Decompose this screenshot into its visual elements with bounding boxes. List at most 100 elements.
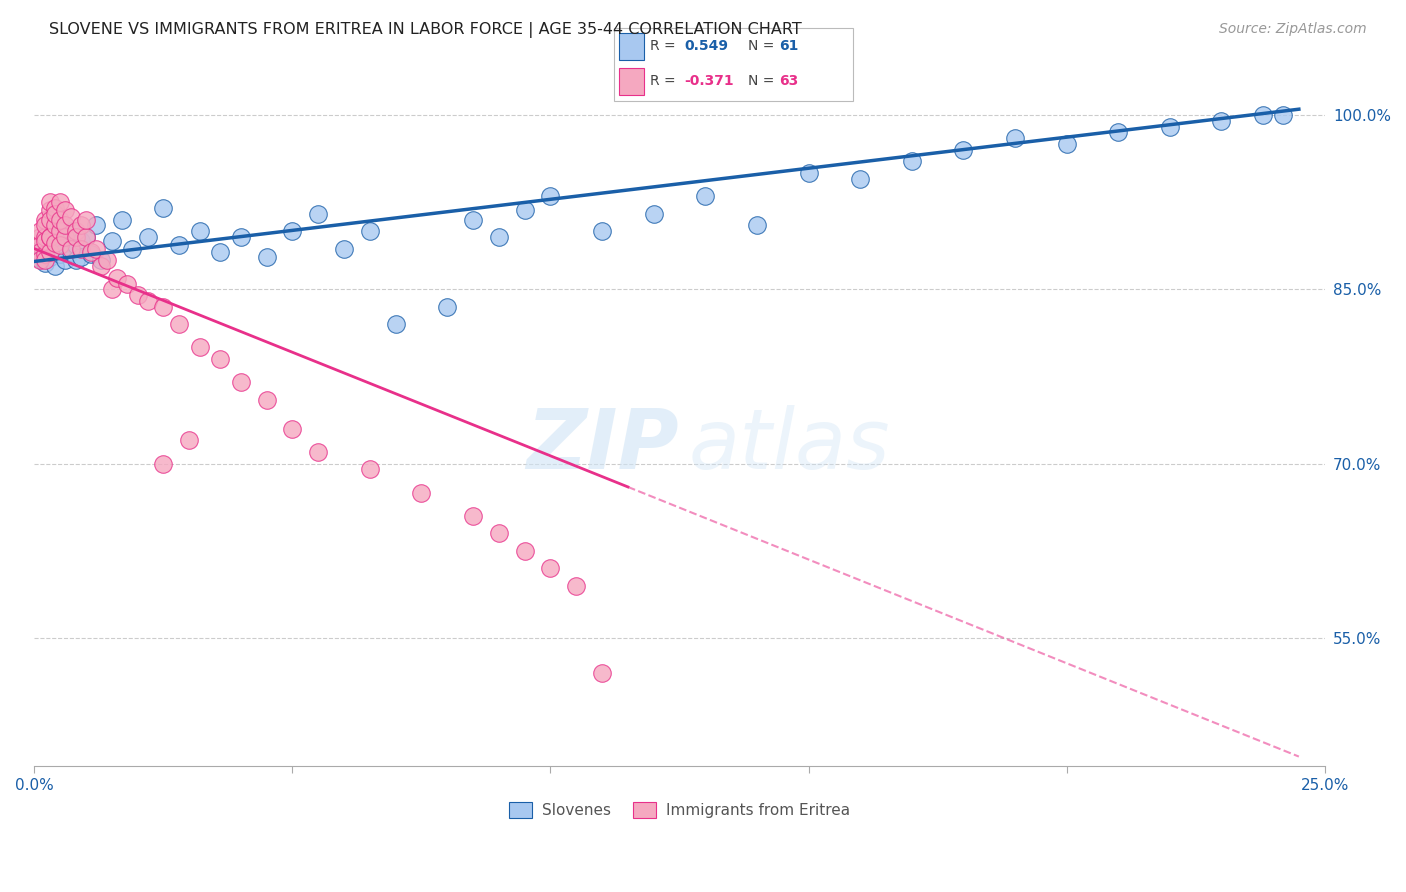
Point [101,282,124,296]
Point [411,485,433,500]
Point [69,242,91,256]
Point [307,445,329,459]
Text: atlas: atlas [689,405,890,485]
Point [1159,120,1181,134]
Point [105,270,128,285]
Point [44,207,66,221]
Text: SLOVENE VS IMMIGRANTS FROM ERITREA IN LABOR FORCE | AGE 35-44 CORRELATION CHART: SLOVENE VS IMMIGRANTS FROM ERITREA IN LA… [49,22,801,38]
FancyBboxPatch shape [614,29,852,101]
Point [53,230,76,244]
Point [229,230,252,244]
Point [591,224,613,238]
Point [127,288,149,302]
Point [49,212,72,227]
Point [49,247,72,261]
Text: N =: N = [748,39,779,54]
Point [121,242,143,256]
Point [80,245,103,260]
Point [256,250,278,264]
Point [34,219,56,233]
Point [152,201,174,215]
Point [90,259,112,273]
Point [281,224,304,238]
Point [49,238,72,252]
Point [69,219,91,233]
Point [28,238,51,252]
Point [111,212,134,227]
Point [49,195,72,210]
Point [59,245,82,260]
Point [28,230,51,244]
Point [75,230,97,244]
Point [38,245,60,260]
Point [69,234,91,248]
Point [28,238,51,252]
Point [643,207,665,221]
Point [436,300,458,314]
Point [90,253,112,268]
Point [44,201,66,215]
Point [152,300,174,314]
Point [179,434,201,448]
Point [281,422,304,436]
Point [44,230,66,244]
Point [152,457,174,471]
Point [229,376,252,390]
Point [34,242,56,256]
Point [38,195,60,210]
Point [59,224,82,238]
Point [84,242,107,256]
Point [461,212,484,227]
Point [1211,113,1233,128]
Point [53,203,76,218]
Point [75,212,97,227]
Point [28,224,51,238]
Point [80,247,103,261]
Point [53,253,76,268]
Point [900,154,922,169]
Point [49,224,72,238]
Text: -0.371: -0.371 [685,74,734,88]
Point [1251,108,1274,122]
Point [136,293,159,308]
Point [136,230,159,244]
Point [461,508,484,523]
Point [44,242,66,256]
Point [256,392,278,407]
Text: 61: 61 [779,39,799,54]
Point [540,189,562,203]
FancyBboxPatch shape [619,33,644,60]
Point [44,219,66,233]
Point [1004,131,1026,145]
Point [513,203,536,218]
Point [38,245,60,260]
Text: ZIP: ZIP [526,405,679,485]
Text: R =: R = [650,39,679,54]
Point [359,462,381,476]
Text: 63: 63 [779,74,799,88]
Point [513,544,536,558]
Point [59,211,82,225]
Text: R =: R = [650,74,679,88]
Point [38,230,60,244]
Point [209,352,232,367]
Text: N =: N = [748,74,779,88]
Point [34,247,56,261]
Point [745,219,768,233]
Point [96,253,118,268]
Point [53,230,76,244]
Point [34,230,56,244]
Point [797,166,820,180]
Point [34,212,56,227]
Point [75,230,97,244]
Point [167,317,190,331]
Point [488,526,510,541]
Point [49,234,72,248]
Point [307,207,329,221]
Point [117,277,139,291]
Point [1056,137,1078,152]
Point [167,238,190,252]
Point [38,203,60,218]
Point [333,242,356,256]
Point [38,235,60,250]
